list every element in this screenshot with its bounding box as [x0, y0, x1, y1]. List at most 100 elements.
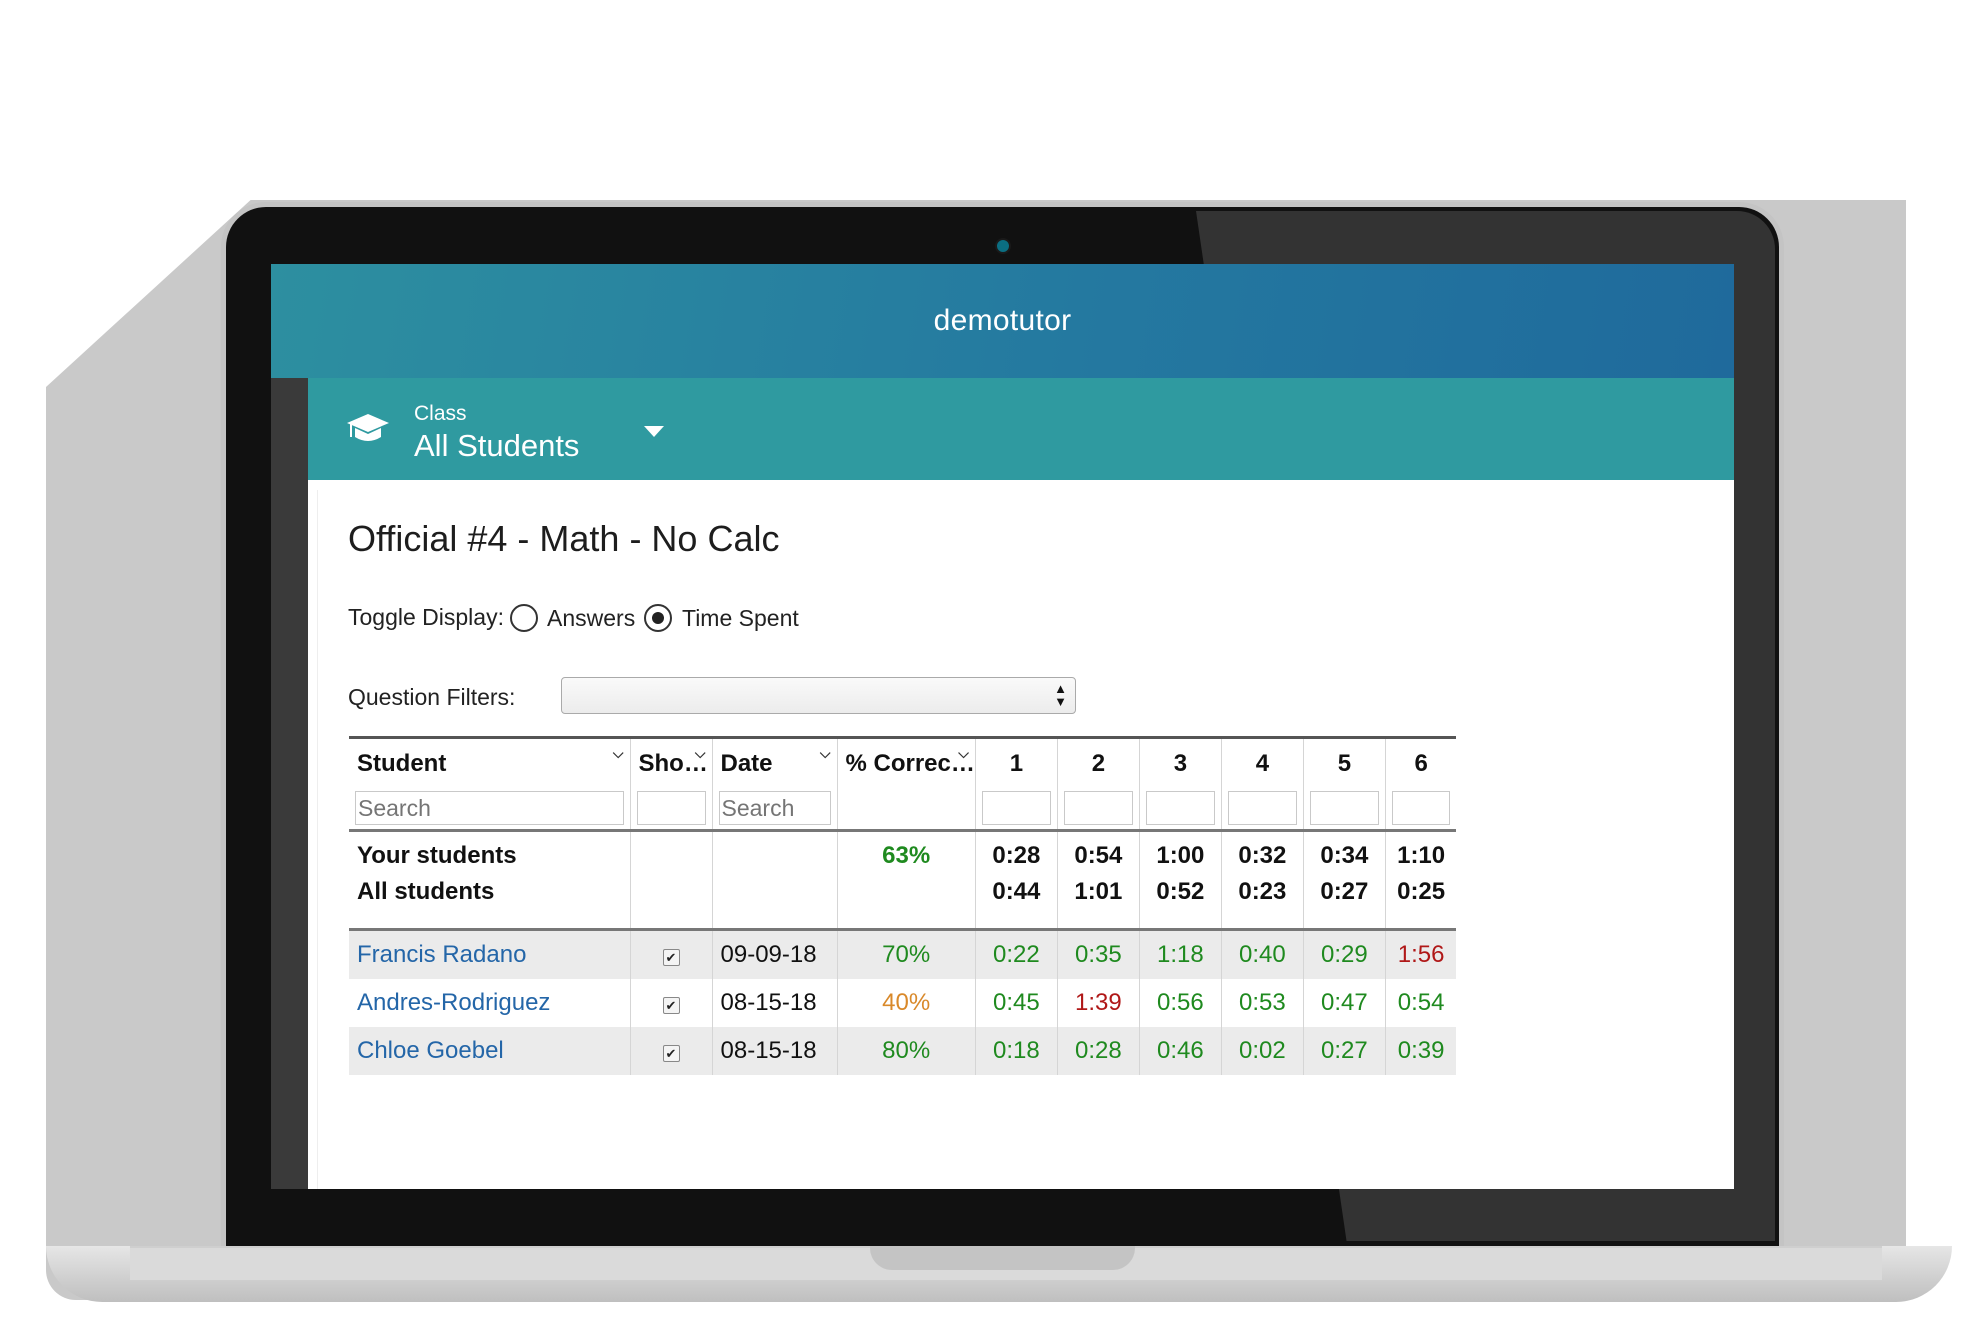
question-filters-select[interactable]: ▲ ▼	[561, 677, 1076, 714]
summary-cell	[629, 830, 712, 931]
column-header-show[interactable]: Sho… ⌵	[629, 736, 712, 789]
time-cell: 1:39	[1056, 979, 1140, 1027]
column-header-date[interactable]: Date ⌵	[711, 736, 837, 789]
results-table: Student ⌵ Sho… ⌵ Date ⌵ % Correc… ⌵ 1 2 3 4 …	[349, 736, 1457, 1075]
pct-cell: 70%	[836, 929, 976, 979]
caret-down-icon[interactable]	[644, 426, 664, 437]
summary-row: Your students All students 63% 0:28 0:44 0…	[349, 830, 1457, 931]
column-header-q1[interactable]: 1	[974, 736, 1058, 789]
summary-time-all: 0:23	[1238, 878, 1287, 905]
time-cell: 0:40	[1220, 929, 1304, 979]
filter-cell	[1220, 789, 1304, 832]
date-cell: 09-09-18	[711, 929, 837, 979]
main-content: Official #4 - Math - No Calc Toggle Disp…	[317, 490, 1734, 1189]
student-link[interactable]: Francis Radano	[357, 941, 527, 968]
time-cell: 0:35	[1056, 929, 1140, 979]
summary-time-all: 0:25	[1397, 878, 1446, 905]
show-checkbox[interactable]: ✔	[662, 949, 680, 966]
time-cell: 0:28	[1056, 1027, 1140, 1075]
show-filter-input[interactable]	[636, 791, 706, 825]
summary-time-your: 0:34	[1320, 842, 1369, 869]
q5-filter-input[interactable]	[1309, 791, 1379, 825]
radio-answers-label[interactable]: Answers	[547, 605, 636, 631]
time-cell: 0:54	[1384, 979, 1457, 1027]
time-cell: 0:27	[1302, 1027, 1386, 1075]
summary-time-all: 0:27	[1320, 878, 1369, 905]
summary-q3: 1:00 0:52	[1138, 830, 1222, 931]
class-selector-label: Class	[414, 402, 467, 425]
date-search-input[interactable]	[718, 791, 831, 825]
class-selector[interactable]: Class All Students	[308, 378, 1734, 480]
show-cell: ✔	[629, 979, 712, 1027]
chevron-down-icon[interactable]: ⌵	[958, 745, 969, 761]
show-checkbox[interactable]: ✔	[662, 997, 680, 1014]
summary-time-your: 0:28	[992, 842, 1041, 869]
column-header-q4[interactable]: 4	[1220, 736, 1304, 789]
q4-filter-input[interactable]	[1227, 791, 1297, 825]
q1-filter-input[interactable]	[981, 791, 1051, 825]
filter-cell	[1056, 789, 1140, 832]
summary-q2: 0:54 1:01	[1056, 830, 1140, 931]
time-cell: 0:56	[1138, 979, 1222, 1027]
time-cell: 0:18	[974, 1027, 1058, 1075]
summary-q4: 0:32 0:23	[1220, 830, 1304, 931]
summary-q1: 0:28 0:44	[974, 830, 1058, 931]
column-header-pct-correct[interactable]: % Correc… ⌵	[836, 736, 976, 789]
student-cell: Francis Radano	[349, 929, 630, 979]
table-row: Francis Radano ✔ 09-09-18 70% 0:22 0:35 …	[349, 929, 1457, 979]
q2-filter-input[interactable]	[1063, 791, 1133, 825]
radio-time-spent[interactable]	[644, 604, 672, 632]
time-cell: 0:39	[1384, 1027, 1457, 1075]
time-cell: 1:56	[1384, 929, 1457, 979]
summary-time-all: 1:01	[1074, 878, 1123, 905]
column-header-q2[interactable]: 2	[1056, 736, 1140, 789]
filter-cell	[711, 789, 837, 832]
time-cell: 1:18	[1138, 929, 1222, 979]
student-link[interactable]: Chloe Goebel	[357, 1037, 504, 1064]
column-header-student[interactable]: Student ⌵	[349, 736, 630, 789]
student-link[interactable]: Andres-Rodriguez	[357, 989, 551, 1016]
column-header-q3[interactable]: 3	[1138, 736, 1222, 789]
chevron-down-icon[interactable]: ⌵	[819, 745, 831, 761]
summary-time-your: 1:00	[1156, 842, 1205, 869]
student-cell: Chloe Goebel	[349, 1027, 630, 1075]
app-brand[interactable]: demotutor	[933, 304, 1072, 337]
radio-time-spent-label[interactable]: Time Spent	[682, 605, 799, 631]
column-header-label: Sho…	[638, 750, 708, 777]
select-arrows-icon: ▲ ▼	[1054, 681, 1067, 709]
graduation-cap-icon	[347, 414, 389, 441]
table-row: Andres-Rodriguez ✔ 08-15-18 40% 0:45 1:3…	[349, 979, 1457, 1027]
column-header-label: Student	[357, 750, 447, 777]
summary-labels: Your students All students	[349, 830, 630, 931]
time-cell: 0:46	[1138, 1027, 1222, 1075]
chevron-down-icon[interactable]: ⌵	[694, 745, 706, 761]
show-cell: ✔	[629, 1027, 712, 1075]
date-cell: 08-15-18	[711, 1027, 837, 1075]
student-search-input[interactable]	[355, 791, 624, 825]
chevron-down-icon[interactable]: ⌵	[612, 745, 624, 761]
show-checkbox[interactable]: ✔	[662, 1045, 680, 1062]
filter-cell	[629, 789, 712, 832]
student-cell: Andres-Rodriguez	[349, 979, 630, 1027]
class-selector-value[interactable]: All Students	[414, 428, 580, 463]
summary-label-your: Your students	[357, 842, 517, 869]
filter-cell	[349, 789, 630, 832]
q6-filter-input[interactable]	[1391, 791, 1451, 825]
column-header-label: Date	[720, 750, 773, 777]
column-header-q6[interactable]: 6	[1384, 736, 1457, 789]
summary-pct-correct: 63%	[836, 830, 976, 931]
time-cell: 0:22	[974, 929, 1058, 979]
toggle-display-label: Toggle Display:	[348, 604, 504, 630]
filter-cell	[1302, 789, 1386, 832]
column-header-q5[interactable]: 5	[1302, 736, 1386, 789]
time-cell: 0:02	[1220, 1027, 1304, 1075]
summary-label-all: All students	[357, 878, 495, 905]
pct-cell: 40%	[836, 979, 976, 1027]
summary-time-your: 1:10	[1397, 842, 1446, 869]
sidebar-strip	[271, 378, 308, 1189]
filter-cell	[1138, 789, 1222, 832]
show-cell: ✔	[629, 929, 712, 979]
q3-filter-input[interactable]	[1145, 791, 1215, 825]
radio-answers[interactable]	[510, 604, 538, 632]
table-header-row: Student ⌵ Sho… ⌵ Date ⌵ % Correc… ⌵ 1 2 3 4 …	[349, 736, 1457, 789]
